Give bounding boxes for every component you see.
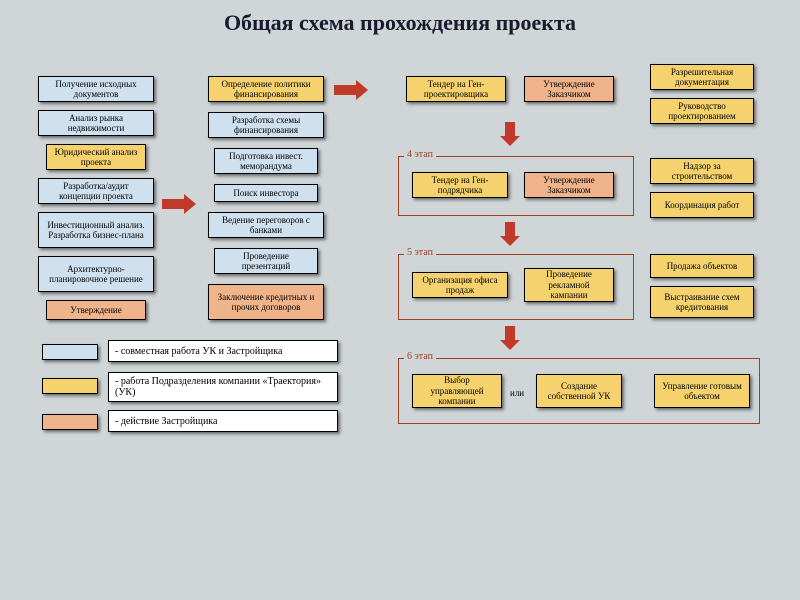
box-investor-search: Поиск инвестора — [214, 184, 318, 202]
box-design-management: Руководство проектированием — [650, 98, 754, 124]
legend-swatch-joint — [42, 344, 98, 360]
box-mgmt-company-choice: Выбор управляющей компании — [412, 374, 502, 408]
box-customer-approval-2: Утверждение Заказчиком — [524, 172, 614, 198]
box-market-analysis: Анализ рынка недвижимости — [38, 110, 154, 136]
box-sales: Продажа объектов — [650, 254, 754, 278]
box-invest-memo: Подготовка инвест. меморандума — [214, 148, 318, 174]
box-approval-1: Утверждение — [46, 300, 146, 320]
box-concept-audit: Разработка/аудит концепции проекта — [38, 178, 154, 204]
box-permits: Разрешительная документация — [650, 64, 754, 90]
box-work-coordination: Координация работ — [650, 192, 754, 218]
box-architectural-plan: Архитектурно-планировочное решение — [38, 256, 154, 292]
box-legal-analysis: Юридический анализ проекта — [46, 144, 146, 170]
box-sales-office: Организация офиса продаж — [412, 272, 508, 298]
legend-text-developer: - действие Застройщика — [108, 410, 338, 432]
legend-text-uk: - работа Подразделения компании «Траекто… — [108, 372, 338, 402]
box-customer-approval-1: Утверждение Заказчиком — [524, 76, 614, 102]
box-construction-supervision: Надзор за строительством — [650, 158, 754, 184]
box-ad-campaign: Проведение рекламной кампании — [524, 268, 614, 302]
stage-5-label: 5 этап — [404, 247, 436, 258]
box-lending-schemes: Выстраивание схем кредитования — [650, 286, 754, 318]
box-property-management: Управление готовым объектом — [654, 374, 750, 408]
legend-swatch-uk — [42, 378, 98, 394]
stage-4-label: 4 этап — [404, 149, 436, 160]
stage-6-label: 6 этап — [404, 351, 436, 362]
box-investment-analysis: Инвестиционный анализ. Разработка бизнес… — [38, 212, 154, 248]
legend-swatch-developer — [42, 414, 98, 430]
box-financing-scheme: Разработка схемы финансирования — [208, 112, 324, 138]
box-presentations: Проведение презентаций — [214, 248, 318, 274]
box-bank-negotiations: Ведение переговоров с банками — [208, 212, 324, 238]
or-label: или — [510, 388, 524, 398]
box-contracts: Заключение кредитных и прочих договоров — [208, 284, 324, 320]
box-own-mgmt-company: Создание собственной УК — [536, 374, 622, 408]
box-contractor-tender: Тендер на Ген-подрядчика — [412, 172, 508, 198]
box-designer-tender: Тендер на Ген-проектировщика — [406, 76, 506, 102]
box-initial-docs: Получение исходных документов — [38, 76, 154, 102]
legend-text-joint: - совместная работа УК и Застройщика — [108, 340, 338, 362]
diagram-title: Общая схема прохождения проекта — [0, 0, 800, 44]
box-financing-policy: Определение политики финансирования — [208, 76, 324, 102]
